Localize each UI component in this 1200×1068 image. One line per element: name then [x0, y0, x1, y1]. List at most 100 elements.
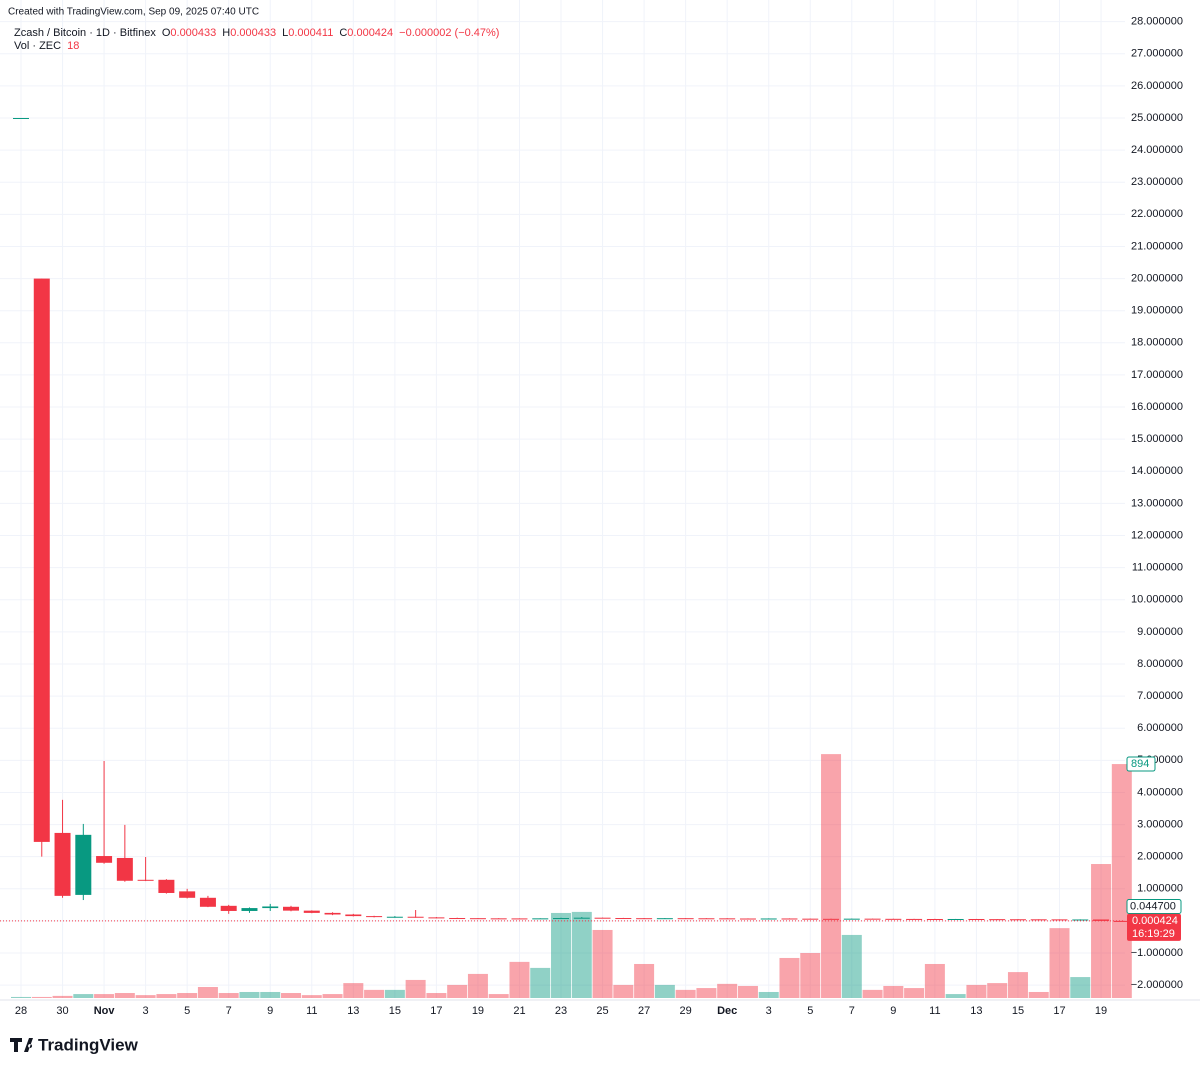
countdown: 16:19:29: [1132, 928, 1175, 940]
candle-body: [13, 117, 29, 119]
x-tick-label: 9: [890, 1005, 896, 1017]
y-tick-label: 18.000000: [1131, 337, 1183, 349]
y-tick-label: 23.000000: [1131, 176, 1183, 188]
volume-bar: [779, 957, 800, 998]
volume-bar: [281, 993, 302, 998]
x-tick-label: 7: [226, 1005, 232, 1017]
volume-bar: [114, 993, 135, 998]
candle-body: [386, 916, 403, 918]
x-tick-label: 25: [596, 1005, 608, 1017]
candle-body: [1093, 919, 1110, 921]
candle-body: [968, 918, 985, 920]
y-tick-label: 27.000000: [1131, 48, 1183, 60]
y-tick-label: 17.000000: [1131, 369, 1183, 381]
logo: TradingView: [10, 1035, 139, 1054]
y-tick-label: 7.000000: [1137, 690, 1183, 702]
candle-body: [553, 918, 570, 920]
volume-bar: [94, 994, 115, 998]
x-tick-label: 5: [807, 1005, 813, 1017]
y-tick-label: 21.000000: [1131, 240, 1183, 252]
volume-bar: [696, 988, 717, 998]
y-tick-label: 12.000000: [1131, 529, 1183, 541]
candle-body: [137, 879, 154, 881]
volume-bar: [426, 993, 447, 998]
volume-bar: [1028, 991, 1049, 998]
candle-body: [781, 918, 798, 920]
volume-bar: [717, 983, 738, 998]
candle-body: [1072, 919, 1089, 921]
volume-legend-value: 18: [67, 40, 79, 52]
volume-bar: [634, 963, 655, 998]
plot: [0, 117, 1132, 998]
y-tick-label: 13.000000: [1131, 497, 1183, 509]
candle-body: [158, 879, 175, 893]
x-tick-label: 17: [1053, 1005, 1065, 1017]
volume-bar: [592, 929, 613, 998]
volume-bar: [73, 994, 94, 998]
candle-body: [428, 917, 445, 919]
candle-body: [573, 917, 590, 919]
x-tick-label: 9: [267, 1005, 273, 1017]
x-tick-label: 17: [430, 1005, 442, 1017]
x-tick-label: 7: [849, 1005, 855, 1017]
volume-bar: [322, 994, 343, 998]
x-tick-label: 15: [389, 1005, 401, 1017]
logo-icon: [10, 1038, 33, 1052]
y-tick-label: 9.000000: [1137, 626, 1183, 638]
y-tick-label: 6.000000: [1137, 722, 1183, 734]
volume-legend-label: Vol · ZEC: [14, 40, 61, 52]
volume-bar: [384, 989, 405, 998]
volume-bar: [737, 985, 758, 998]
volume-bar: [343, 983, 364, 998]
candle-body: [906, 918, 923, 920]
legend-value: 0.000433: [230, 27, 276, 39]
volume-bar: [11, 996, 31, 998]
volume-bar: [551, 912, 572, 998]
y-tick-label: 10.000000: [1131, 594, 1183, 606]
y-tick-label: 14.000000: [1131, 465, 1183, 477]
candle-body: [241, 908, 258, 911]
candle-body: [1051, 919, 1068, 921]
volume-bar: [530, 967, 551, 998]
last-price-box: [1127, 913, 1181, 941]
x-tick-label: Dec: [717, 1005, 737, 1017]
volume-bar: [52, 995, 73, 998]
x-tick-label: 13: [347, 1005, 359, 1017]
candle-body: [220, 905, 237, 911]
candle-body: [449, 918, 466, 920]
volume-bar: [675, 989, 696, 998]
legend-value: 0.000424: [347, 27, 393, 39]
x-tick-label: 3: [143, 1005, 149, 1017]
candle-body: [926, 918, 943, 920]
x-tick-label: 27: [638, 1005, 650, 1017]
brand: TradingView: [38, 1035, 139, 1054]
volume-bar: [966, 984, 987, 998]
volume-bar: [613, 984, 634, 998]
y-tick-label: 15.000000: [1131, 433, 1183, 445]
volume-bar: [364, 989, 385, 998]
volume-bar: [260, 991, 281, 998]
candle-body: [199, 897, 216, 907]
candle-body: [823, 918, 840, 920]
legend-label: O: [162, 27, 171, 39]
candle-body: [532, 918, 549, 920]
x-tick-label: 15: [1012, 1005, 1024, 1017]
volume-bar: [654, 984, 675, 998]
candle-body: [719, 918, 736, 920]
candle-body: [75, 834, 92, 895]
candle-body: [33, 278, 50, 842]
y-tick-label: 26.000000: [1131, 80, 1183, 92]
x-tick-label: 21: [513, 1005, 525, 1017]
volume-bar: [1070, 977, 1091, 998]
volume-bar: [509, 961, 530, 998]
y-tick-label: 8.000000: [1137, 658, 1183, 670]
candle-body: [656, 918, 673, 920]
candle-body: [594, 917, 611, 919]
candle-body: [366, 916, 383, 918]
x-tick-label: 3: [766, 1005, 772, 1017]
volume-bar: [1111, 764, 1132, 998]
x-tick-label: 30: [56, 1005, 68, 1017]
candle-body: [179, 891, 196, 898]
